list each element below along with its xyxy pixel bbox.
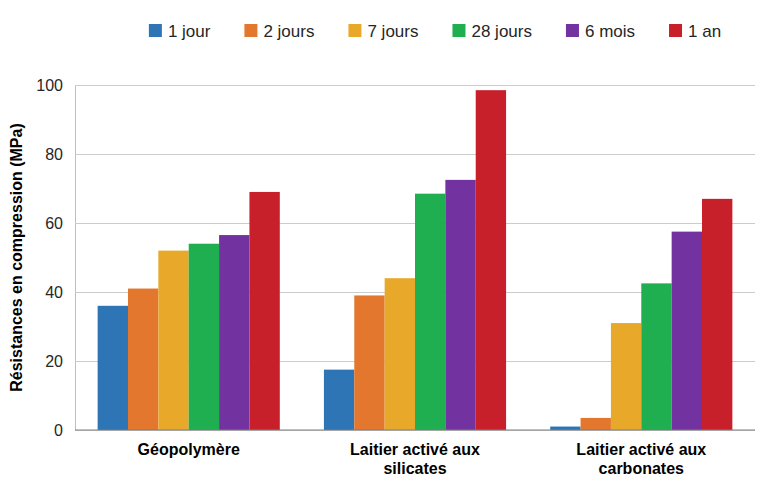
bar — [641, 283, 671, 430]
category-label-line: carbonates — [599, 460, 684, 477]
y-tick-label: 20 — [45, 353, 63, 370]
y-axis: 0 20 40 60 80 100 — [36, 77, 755, 439]
bar — [581, 418, 611, 430]
bar — [98, 306, 128, 430]
legend-label: 2 jours — [263, 22, 314, 41]
legend-item: 6 mois — [566, 22, 635, 41]
bar — [672, 232, 702, 430]
legend-swatch — [452, 24, 465, 37]
legend-item: 1 an — [669, 22, 721, 41]
y-tick: 60 — [45, 215, 755, 232]
category-label-line: Laitier activé aux — [576, 441, 706, 458]
category-label: Laitier activé aux carbonates — [576, 441, 706, 477]
category-label-line: silicates — [383, 460, 446, 477]
legend-swatch — [669, 24, 682, 37]
bar — [354, 295, 384, 430]
category-label: Laitier activé aux silicates — [350, 441, 480, 477]
legend-item: 28 jours — [452, 22, 531, 41]
legend-label: 6 mois — [585, 22, 635, 41]
legend-item: 2 jours — [244, 22, 314, 41]
y-tick-label: 0 — [54, 422, 63, 439]
bar — [415, 194, 445, 430]
legend-item: 7 jours — [348, 22, 418, 41]
chart: 0 20 40 60 80 100 Géopolymère Laitier activé au… — [0, 0, 765, 499]
bar — [550, 427, 580, 430]
legend-swatch — [149, 24, 162, 37]
y-tick-label: 60 — [45, 215, 63, 232]
legend-label: 7 jours — [367, 22, 418, 41]
bar — [476, 90, 506, 430]
legend-swatch — [566, 24, 579, 37]
bar — [219, 235, 249, 430]
bar — [158, 251, 188, 430]
category-label-line: Laitier activé aux — [350, 441, 480, 458]
legend-label: 1 jour — [168, 22, 211, 41]
y-tick-label: 80 — [45, 146, 63, 163]
grid-line — [75, 430, 755, 431]
legend: 1 jour 2 jours 7 jours 28 jours 6 mois 1 an — [149, 22, 721, 41]
category-label: Géopolymère — [138, 441, 240, 458]
bar — [249, 192, 279, 430]
legend-item: 1 jour — [149, 22, 211, 41]
y-axis-line — [75, 86, 76, 431]
bar — [189, 244, 219, 430]
y-tick: 100 — [36, 77, 755, 94]
bar — [445, 180, 475, 430]
category-label-line: Géopolymère — [138, 441, 240, 458]
legend-label: 28 jours — [471, 22, 531, 41]
grid-line — [75, 154, 755, 155]
bar — [611, 323, 641, 430]
y-tick: 80 — [45, 146, 755, 163]
bar — [324, 370, 354, 430]
grid-line — [75, 85, 755, 86]
legend-swatch — [348, 24, 361, 37]
y-tick-label: 100 — [36, 77, 63, 94]
y-axis-title: Résistances en compression (MPa) — [8, 123, 25, 392]
y-tick-label: 40 — [45, 284, 63, 301]
bars — [98, 90, 733, 430]
legend-label: 1 an — [688, 22, 721, 41]
bar — [702, 199, 732, 430]
legend-swatch — [244, 24, 257, 37]
bar — [385, 278, 415, 430]
bar — [128, 289, 158, 430]
x-axis-line — [75, 430, 755, 431]
